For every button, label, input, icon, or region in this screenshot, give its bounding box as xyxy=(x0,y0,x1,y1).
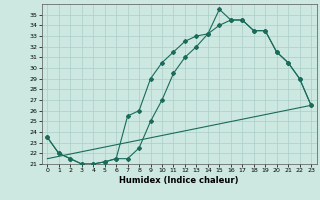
X-axis label: Humidex (Indice chaleur): Humidex (Indice chaleur) xyxy=(119,176,239,185)
